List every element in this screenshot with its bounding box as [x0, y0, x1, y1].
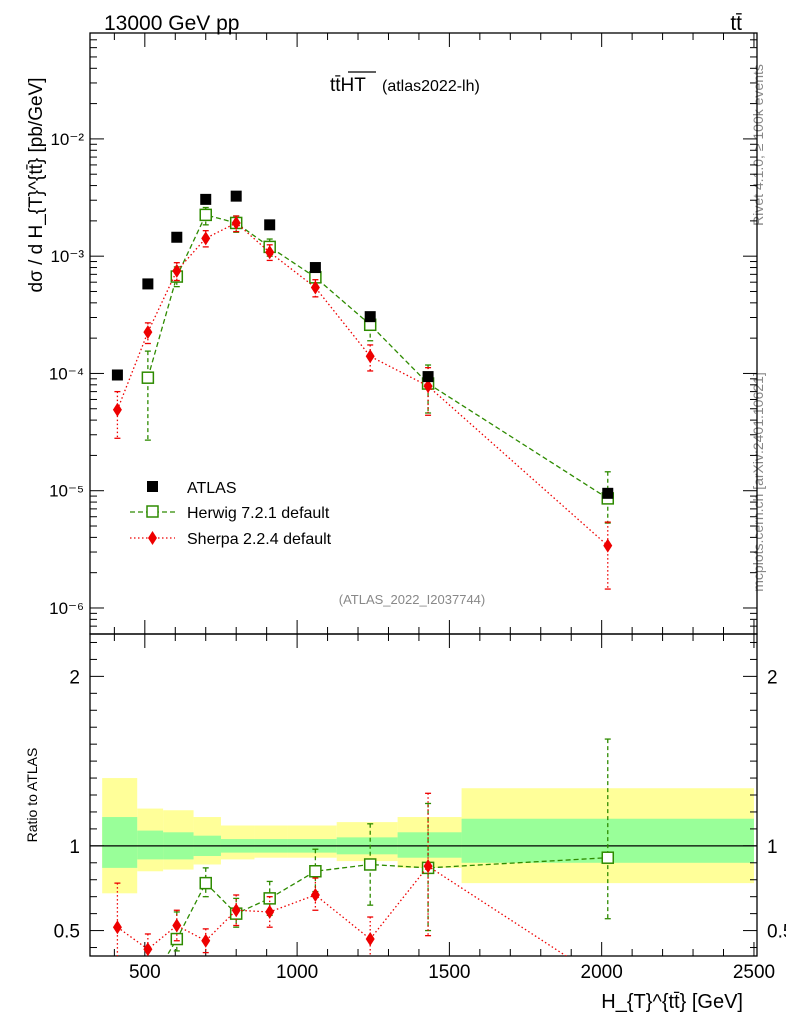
main-panel: 10⁻⁶ 10⁻⁵ 10⁻⁴ 10⁻³ 10⁻²	[49, 32, 758, 635]
ratio-y-tick-label: 1	[69, 837, 80, 858]
main-y-tick-label: 10⁻⁶	[49, 599, 84, 618]
herwig-ratio-point	[309, 865, 322, 878]
process-label: tt̄	[730, 12, 742, 35]
main-y-tick-label: 10⁻²	[50, 130, 84, 149]
atlas-series	[111, 190, 614, 499]
sherpa-point	[112, 402, 122, 417]
uncertainty-band-green	[102, 817, 138, 868]
legend-entry-herwig: Herwig 7.2.1 default	[130, 505, 330, 522]
legend-entry-sherpa: Sherpa 2.2.4 default	[130, 531, 332, 548]
analysis-id: (ATLAS_2022_I2037744)	[339, 592, 485, 607]
sherpa-point	[365, 349, 375, 364]
sherpa-point	[201, 231, 211, 246]
mcplots-label: mcplots.cern.ch [arXiv:2401.10621]	[750, 372, 766, 591]
energy-label: 13000 GeV pp	[104, 12, 239, 35]
ratio-y-axis-label: Ratio to ATLAS	[24, 748, 40, 843]
x-axis-label: H_{T}^{tt̄} [GeV]	[601, 991, 743, 1013]
sherpa-series	[112, 215, 613, 590]
x-tick-label: 1000	[276, 962, 318, 983]
uncertainty-band-green	[137, 830, 164, 860]
herwig-ratio-point	[601, 851, 615, 864]
sherpa-point	[172, 263, 182, 278]
legend-label-atlas: ATLAS	[187, 480, 237, 497]
sherpa-point	[603, 538, 613, 553]
sherpa-point	[310, 280, 320, 295]
legend-marker-sherpa	[148, 531, 157, 545]
atlas-point	[111, 369, 123, 381]
herwig-ratio-point	[363, 858, 377, 871]
main-title: tt̄HT	[330, 75, 366, 96]
atlas-point	[422, 371, 434, 383]
atlas-point	[264, 219, 276, 231]
sherpa-ratio-point	[265, 904, 275, 919]
herwig-point	[199, 208, 212, 222]
main-y-tick-label: 10⁻⁴	[49, 364, 84, 383]
main-y-tick-label: 10⁻⁵	[49, 482, 84, 501]
ratio-panel: 0.50.511225001000150020002500	[54, 33, 786, 994]
sherpa-ratio-point	[423, 859, 433, 874]
sherpa-ratio-series	[112, 792, 568, 956]
sherpa-ratio-point	[201, 933, 211, 948]
sherpa-point	[231, 215, 241, 230]
x-tick-label: 1500	[428, 962, 470, 983]
legend-entry-atlas: ATLAS	[147, 480, 237, 497]
ratio-y-tick-label: 1	[767, 837, 778, 858]
sherpa-ratio-point	[365, 932, 375, 947]
sherpa-line	[116, 222, 609, 547]
legend: ATLAS Herwig 7.2.1 default Sherpa 2.2.4 …	[130, 480, 332, 548]
sherpa-ratio-point	[172, 918, 182, 933]
legend-label-herwig: Herwig 7.2.1 default	[187, 505, 330, 522]
atlas-point	[309, 262, 321, 274]
herwig-point	[141, 371, 155, 384]
herwig-ratio-point	[199, 876, 212, 890]
atlas-point	[364, 311, 376, 323]
sherpa-point	[423, 379, 433, 394]
sherpa-point	[265, 245, 275, 260]
main-y-axis-label: dσ / d H_{T}^{tt̄} [pb/GeV]	[26, 78, 47, 293]
legend-marker-herwig	[146, 505, 159, 518]
x-tick-label: 2000	[581, 962, 623, 983]
main-y-tick-label: 10⁻³	[50, 247, 84, 266]
ratio-y-tick-label: 0.5	[54, 922, 80, 943]
atlas-point	[171, 231, 183, 243]
herwig-line	[147, 214, 609, 499]
rivet-label: Rivet 4.1.0, ≥ 100k events	[750, 64, 766, 226]
herwig-series	[141, 206, 615, 524]
title-tag: (atlas2022-lh)	[382, 78, 480, 95]
ratio-y-tick-label: 2	[767, 667, 778, 688]
atlas-point	[200, 193, 212, 205]
sherpa-ratio-point	[310, 887, 320, 902]
legend-marker-atlas	[147, 481, 158, 492]
ratio-y-tick-label: 2	[69, 667, 80, 688]
atlas-point	[142, 278, 154, 290]
sherpa-ratio-point	[143, 942, 153, 956]
uncertainty-band-green	[397, 832, 462, 858]
x-tick-label: 500	[129, 962, 161, 983]
sherpa-point	[143, 325, 153, 340]
herwig-ratio-point	[263, 892, 276, 905]
sherpa-ratio-line	[117, 865, 568, 956]
sherpa-ratio-point	[112, 920, 122, 935]
legend-label-sherpa: Sherpa 2.2.4 default	[187, 531, 332, 548]
x-tick-label: 2500	[733, 962, 775, 983]
herwig-ratio-point	[142, 983, 153, 994]
atlas-point	[602, 487, 614, 499]
main-plot-title: tt̄HT (atlas2022-lh)	[330, 71, 480, 96]
atlas-point	[230, 190, 242, 202]
sherpa-ratio-point	[231, 903, 241, 918]
ratio-y-tick-label: 0.5	[767, 922, 786, 943]
herwig-ratio-line	[166, 857, 608, 956]
